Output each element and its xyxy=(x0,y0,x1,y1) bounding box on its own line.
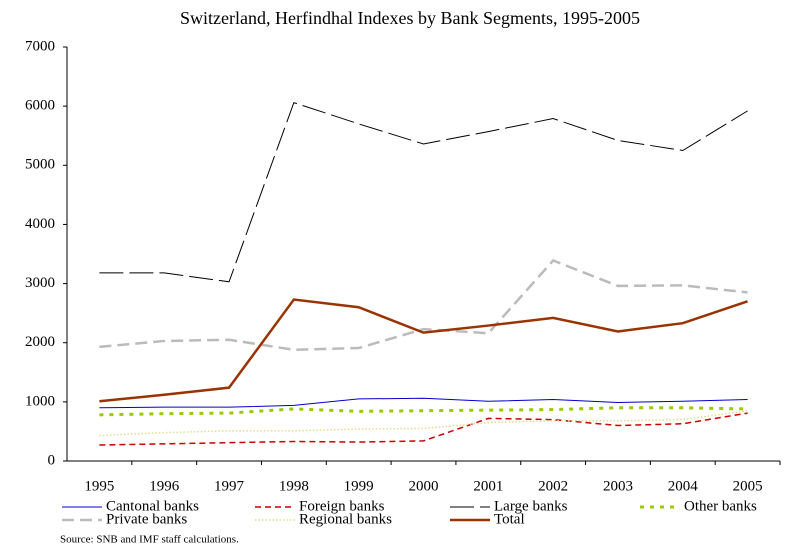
x-tick-label: 2003 xyxy=(603,478,633,494)
y-tick-label: 3000 xyxy=(25,275,55,291)
series-line xyxy=(99,259,748,352)
x-tick-label: 2004 xyxy=(668,478,699,494)
y-tick-label: 4000 xyxy=(25,216,55,232)
x-tick-label: 1996 xyxy=(149,478,180,494)
y-tick-label: 6000 xyxy=(25,98,55,114)
legend-label: Total xyxy=(494,511,525,527)
x-tick-label: 1998 xyxy=(279,478,309,494)
y-tick-label: 5000 xyxy=(25,157,55,173)
legend-label: Cantonal banks xyxy=(106,498,199,514)
x-tick-label: 2005 xyxy=(733,478,763,494)
series-line xyxy=(99,406,748,417)
series-line xyxy=(99,397,748,409)
x-tick-label: 1999 xyxy=(344,478,374,494)
x-tick-label: 1995 xyxy=(84,478,114,494)
legend-label: Foreign banks xyxy=(299,498,385,514)
series-line xyxy=(99,101,748,283)
x-tick-label: 1997 xyxy=(214,478,245,494)
series-line xyxy=(99,412,748,446)
x-tick-label: 2001 xyxy=(473,478,503,494)
series-line xyxy=(99,409,748,437)
series-line xyxy=(99,298,748,403)
y-tick-label: 2000 xyxy=(25,334,55,350)
legend-label: Other banks xyxy=(684,498,757,514)
x-tick-label: 2000 xyxy=(409,478,439,494)
legend-label: Large banks xyxy=(494,498,568,514)
y-tick-label: 1000 xyxy=(25,393,55,409)
legend-label: Regional banks xyxy=(299,511,392,527)
y-tick-label: 0 xyxy=(48,452,56,468)
x-tick-label: 2002 xyxy=(538,478,568,494)
chart-title: Switzerland, Herfindhal Indexes by Bank … xyxy=(180,8,640,28)
legend-label: Private banks xyxy=(106,511,187,527)
y-tick-label: 7000 xyxy=(25,38,55,54)
source-note: Source: SNB and IMF staff calculations. xyxy=(60,534,239,546)
